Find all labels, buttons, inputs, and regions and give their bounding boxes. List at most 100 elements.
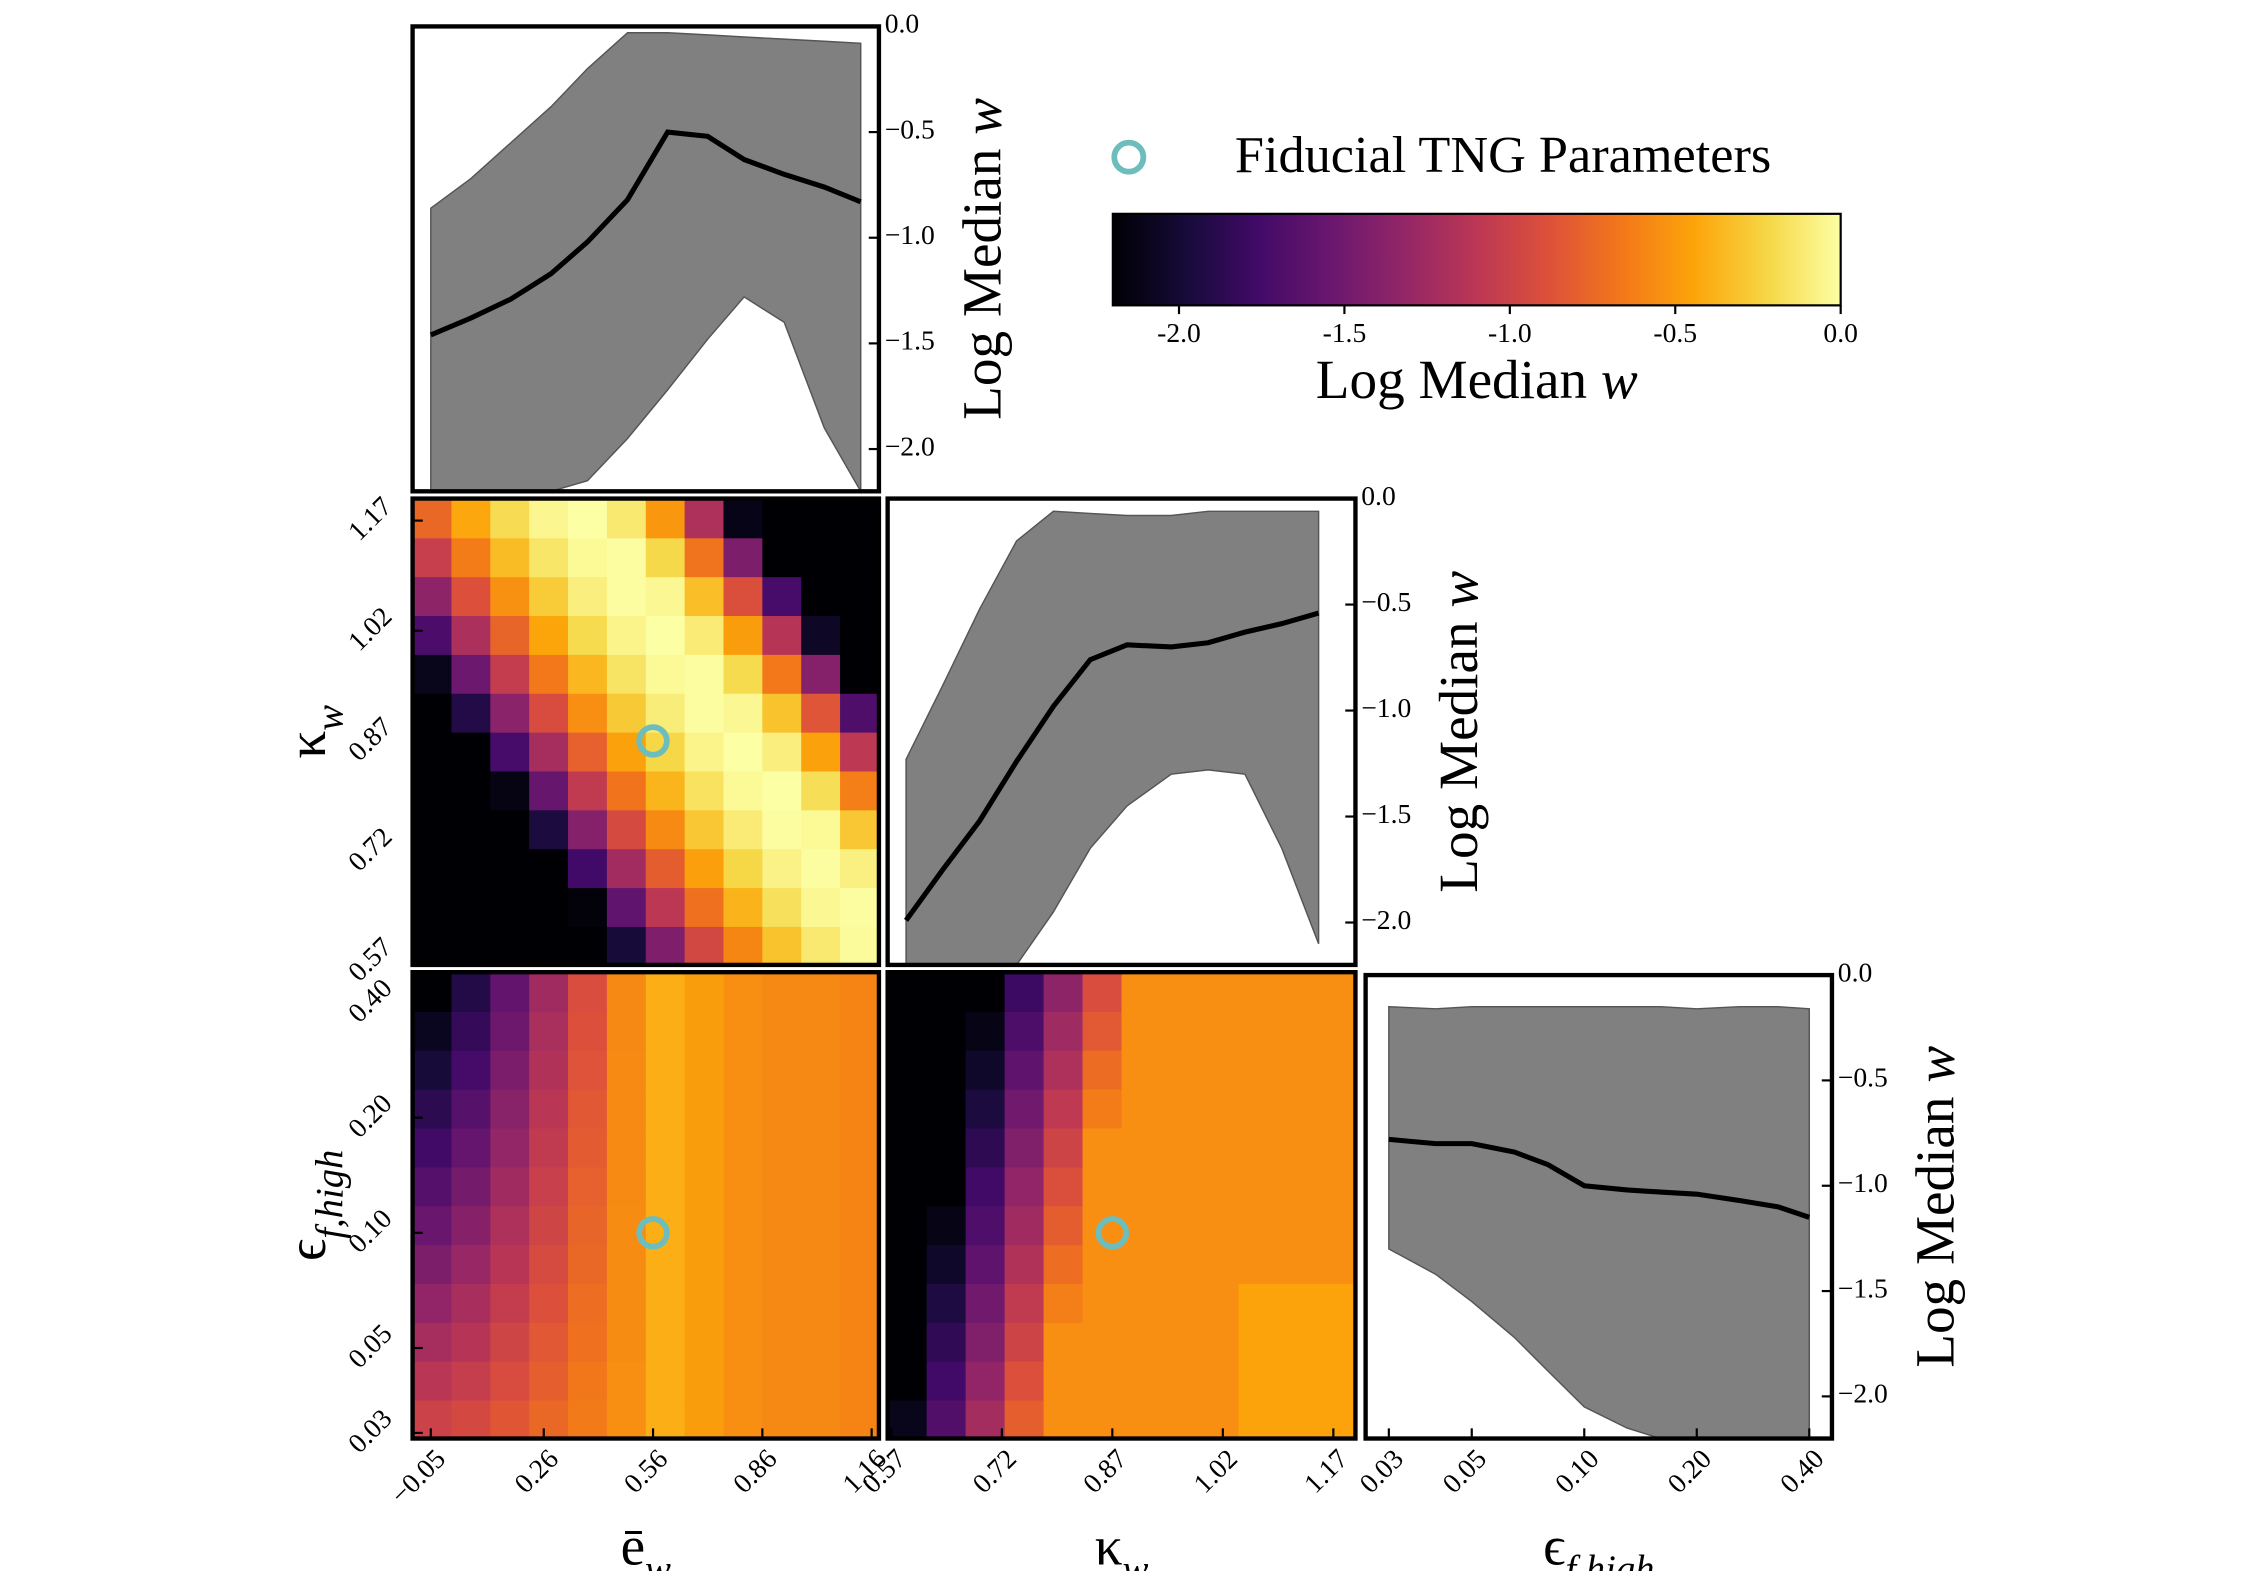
- heatmap-cell: [568, 615, 608, 655]
- x-tick-label: 0.86: [727, 1443, 783, 1499]
- heatmap-cell: [684, 1321, 725, 1362]
- heatmap-cell: [965, 1399, 1006, 1440]
- y-tick-label: −0.5: [885, 113, 935, 144]
- heatmap-cell: [762, 770, 803, 811]
- heatmap-cell: [723, 1360, 764, 1401]
- heatmap-cell: [684, 731, 725, 772]
- colorbar: [1111, 212, 1842, 307]
- heatmap-cell: [840, 972, 880, 1012]
- legend-marker: [1111, 139, 1147, 175]
- heatmap-cell: [490, 731, 531, 772]
- colorbar-tick-label: -2.0: [1157, 317, 1201, 348]
- heatmap-cell: [1199, 1321, 1240, 1362]
- y-tick-label: −2.0: [1838, 1378, 1888, 1409]
- heatmap-cell: [568, 1360, 608, 1401]
- heatmap-cell: [1238, 1244, 1279, 1284]
- heatmap-cell: [412, 1127, 453, 1168]
- heatmap-cell: [1316, 972, 1357, 1012]
- heatmap-cell: [529, 887, 569, 927]
- heatmap-cell: [1043, 1360, 1084, 1401]
- heatmap-cell: [1082, 1283, 1123, 1323]
- heatmap-cell: [801, 770, 841, 811]
- heatmap-cell: [840, 692, 880, 733]
- y-tick-label: 0.05: [342, 1318, 398, 1374]
- heatmap-cell: [926, 1166, 967, 1207]
- fiducial-marker: [636, 1216, 670, 1250]
- heatmap-cell: [490, 576, 531, 617]
- heatmap-cell: [1043, 1088, 1084, 1129]
- heatmap-cell: [1004, 1011, 1045, 1051]
- heatmap-cell: [1277, 1321, 1318, 1362]
- heatmap-cell: [801, 1205, 841, 1246]
- y-tick-label: 0.20: [342, 1087, 398, 1143]
- heatmap-cell: [645, 972, 686, 1012]
- heatmap-cell: [840, 770, 880, 811]
- heatmap-cell: [645, 654, 686, 694]
- x-tick-label: 0.40: [1774, 1443, 1830, 1499]
- heatmap-cell: [1277, 1399, 1318, 1440]
- heatmap-cell: [684, 537, 725, 578]
- heatmap-cell: [1121, 1205, 1162, 1246]
- heatmap-cell: [801, 1127, 841, 1168]
- heatmap-cell: [723, 926, 764, 966]
- panel-frame: [410, 24, 882, 494]
- heatmap-cell: [684, 1127, 725, 1168]
- heatmap-cell: [801, 1166, 841, 1207]
- heatmap-cell: [529, 1205, 569, 1246]
- heatmap-cell: [1043, 972, 1084, 1012]
- panel-frame: [885, 970, 1358, 1441]
- heatmap-cell: [645, 537, 686, 578]
- heatmap-cell: [1160, 1088, 1201, 1129]
- heatmap-cell: [926, 1205, 967, 1246]
- heatmap-cell: [606, 1244, 647, 1284]
- heatmap-cell: [1043, 1049, 1084, 1090]
- heatmap-cell: [762, 537, 803, 578]
- heatmap-cell: [490, 972, 531, 1012]
- heatmap-cell: [1238, 1205, 1279, 1246]
- heatmap-cell: [887, 1283, 928, 1323]
- heatmap-cell: [568, 1321, 608, 1362]
- heatmap-cell: [645, 498, 686, 539]
- heatmap-cell: [1160, 1049, 1201, 1090]
- heatmap-cell: [451, 1166, 492, 1207]
- heatmap-cell: [606, 615, 647, 655]
- heatmap-cell: [606, 770, 647, 811]
- heatmap-cell: [1121, 972, 1162, 1012]
- heatmap-cell: [490, 1244, 531, 1284]
- heatmap-cell: [840, 1011, 880, 1051]
- heatmap-cell: [684, 498, 725, 539]
- heatmap-cell: [606, 1283, 647, 1323]
- heatmap-cell: [1316, 1166, 1357, 1207]
- y-tick-label: 0.0: [885, 8, 920, 39]
- heatmap-cell: [1004, 1283, 1045, 1323]
- heatmap-cell: [490, 887, 531, 927]
- heatmap-cell: [1004, 1205, 1045, 1246]
- heatmap-cell: [1004, 1127, 1045, 1168]
- heatmap-cell: [887, 1244, 928, 1284]
- heatmap-cell: [684, 1049, 725, 1090]
- heatmap-cell: [840, 1321, 880, 1362]
- heatmap-cell: [1238, 1399, 1279, 1440]
- heatmap-cell: [684, 809, 725, 850]
- heatmap-cell: [1199, 1205, 1240, 1246]
- heatmap-cell: [1082, 1399, 1123, 1440]
- heatmap-cell: [801, 1360, 841, 1401]
- heatmap-cell: [568, 1011, 608, 1051]
- heatmap-cell: [1004, 1088, 1045, 1129]
- heatmap-cell: [490, 1049, 531, 1090]
- heatmap-cell: [1199, 1127, 1240, 1168]
- x-tick-label: 1.02: [1187, 1443, 1243, 1499]
- heatmap-cell: [801, 537, 841, 578]
- heatmap-cell: [606, 809, 647, 850]
- heatmap-cell: [529, 692, 569, 733]
- heatmap-cell: [723, 654, 764, 694]
- heatmap-cell: [801, 1088, 841, 1129]
- heatmap-cell: [451, 498, 492, 539]
- heatmap-cell: [684, 692, 725, 733]
- heatmap-cell: [645, 1011, 686, 1051]
- heatmap-cell: [451, 1283, 492, 1323]
- heatmap-cell: [1238, 1283, 1279, 1323]
- heatmap-cell: [529, 1283, 569, 1323]
- heatmap-cell: [1199, 1244, 1240, 1284]
